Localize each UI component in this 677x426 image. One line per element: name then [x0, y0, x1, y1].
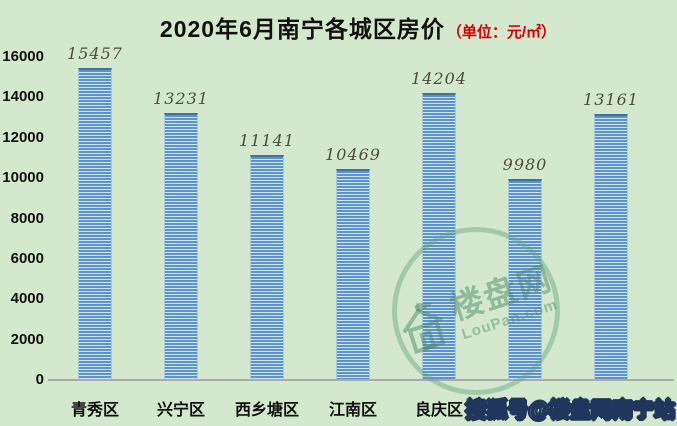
bar [78, 68, 112, 380]
y-axis-tick-label: 10000 [2, 169, 44, 187]
bar-value-label: 9980 [502, 155, 548, 174]
y-axis-tick-label: 8000 [10, 209, 44, 227]
y-axis-tick-label: 0 [35, 371, 44, 388]
y-axis-tick-label: 14000 [2, 88, 44, 106]
chart-title: 2020年6月南宁各城区房价 （单位：元/㎡） [48, 10, 668, 44]
y-axis-tick-label: 6000 [10, 249, 44, 267]
bar [422, 93, 456, 380]
chart-title-unit: （单位：元/㎡） [446, 24, 557, 41]
x-axis-category-label: 兴宁区 [156, 402, 205, 419]
y-axis-tick-label: 16000 [2, 48, 44, 65]
x-axis-category-label: 青秀区 [70, 402, 119, 419]
x-axis-category-label: 西乡塘区 [234, 402, 299, 419]
publisher-watermark: 搜狐号@楼盘网南宁站 [465, 398, 676, 423]
bar-value-label: 13161 [583, 90, 639, 109]
bar-value-label: 11141 [239, 131, 295, 150]
bar [508, 179, 542, 380]
brand-watermark-text: 楼盘网 LouPan.com [445, 259, 562, 343]
y-axis-tick-label: 2000 [10, 330, 44, 348]
y-axis-tick-label: 4000 [10, 290, 44, 308]
bar [594, 114, 628, 380]
x-axis-category-label: 江南区 [328, 402, 377, 419]
x-axis-category-label: 良庆区 [414, 402, 463, 419]
bar-value-label: 15457 [67, 44, 123, 63]
bar [164, 113, 198, 380]
bar [336, 169, 370, 380]
x-axis-line [48, 379, 674, 381]
bar-value-label: 10469 [325, 145, 381, 164]
bar [250, 155, 284, 380]
bar-value-label: 13231 [153, 89, 209, 108]
chart-title-text: 2020年6月南宁各城区房价 [159, 16, 445, 42]
bar-value-label: 14204 [411, 69, 467, 88]
y-axis-tick-label: 12000 [2, 128, 44, 146]
